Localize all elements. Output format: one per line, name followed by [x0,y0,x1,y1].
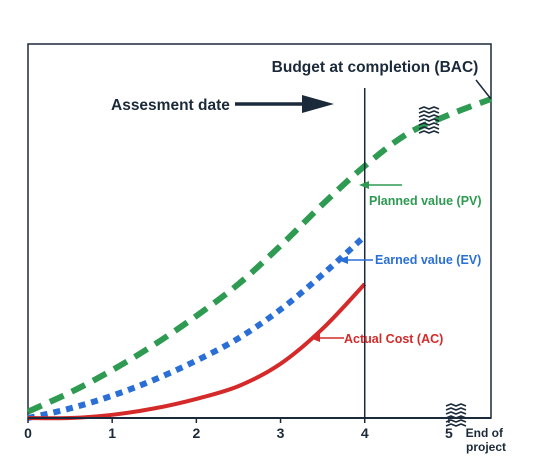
x-axis-ticks: 0 1 2 3 4 5 [24,418,453,441]
ev-pointer-arrow-icon [338,256,348,264]
chart-frame [27,43,492,419]
ev-label: Earned value (EV) [375,253,481,267]
x-tick-label: 1 [108,425,116,441]
pv-break-icon [418,106,440,134]
x-tick-label: 2 [192,425,200,441]
x-tick-label: 4 [361,425,369,441]
ac-pointer-arrow-icon [310,334,320,342]
x-tick-label: 3 [277,425,285,441]
earned-value-line [27,233,367,421]
ac-label: Actual Cost (AC) [344,332,443,346]
x-tick-label: 5 [445,425,453,441]
planned-value-line [26,96,493,415]
bac-label: Budget at completion (BAC) [272,59,479,76]
assessment-date-label: Assesment date [111,97,230,114]
x-axis-break-icon [445,403,467,427]
actual-cost-line [27,282,367,421]
pv-pointer-arrow-icon [359,181,369,189]
x-axis-end-label: End of project [466,426,507,454]
x-tick-label: 0 [24,425,32,441]
pv-label: Planned value (PV) [369,194,482,208]
bac-pointer-line [475,79,492,100]
assessment-arrow-icon [302,95,334,113]
